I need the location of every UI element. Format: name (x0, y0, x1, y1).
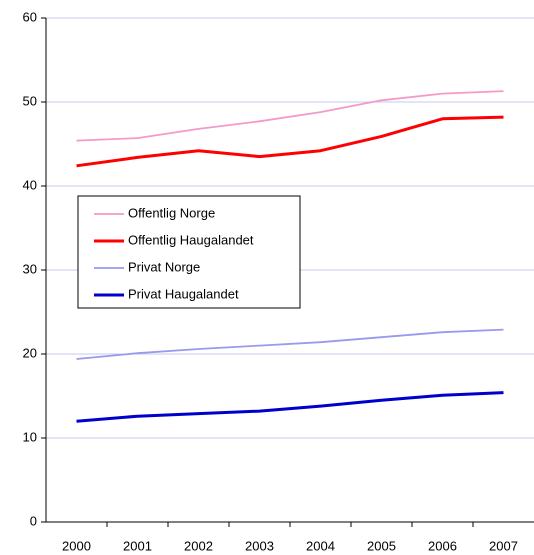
x-tick-label: 2005 (367, 538, 396, 553)
y-tick-label: 10 (23, 429, 37, 444)
y-tick-label: 60 (23, 9, 37, 24)
x-tick-label: 2000 (62, 538, 91, 553)
series-line (76, 328, 504, 360)
legend-box (77, 195, 301, 309)
series-line (76, 115, 504, 168)
y-tick-label: 0 (30, 513, 37, 528)
y-tick-label: 30 (23, 261, 37, 276)
x-tick-label: 2002 (184, 538, 213, 553)
series-line (76, 90, 504, 142)
legend-label: Privat Norge (128, 259, 200, 274)
x-tick-label: 2003 (245, 538, 274, 553)
legend-label: Offentlig Norge (128, 205, 215, 220)
legend-label: Privat Haugalandet (128, 286, 239, 301)
y-tick-label: 20 (23, 345, 37, 360)
x-tick-label: 2001 (123, 538, 152, 553)
x-tick-label: 2007 (489, 538, 518, 553)
legend-label: Offentlig Haugalandet (128, 232, 254, 247)
y-tick-label: 40 (23, 177, 37, 192)
x-tick-label: 2004 (306, 538, 335, 553)
series-line (76, 391, 504, 423)
y-tick-label: 50 (23, 93, 37, 108)
x-tick-label: 2006 (428, 538, 457, 553)
